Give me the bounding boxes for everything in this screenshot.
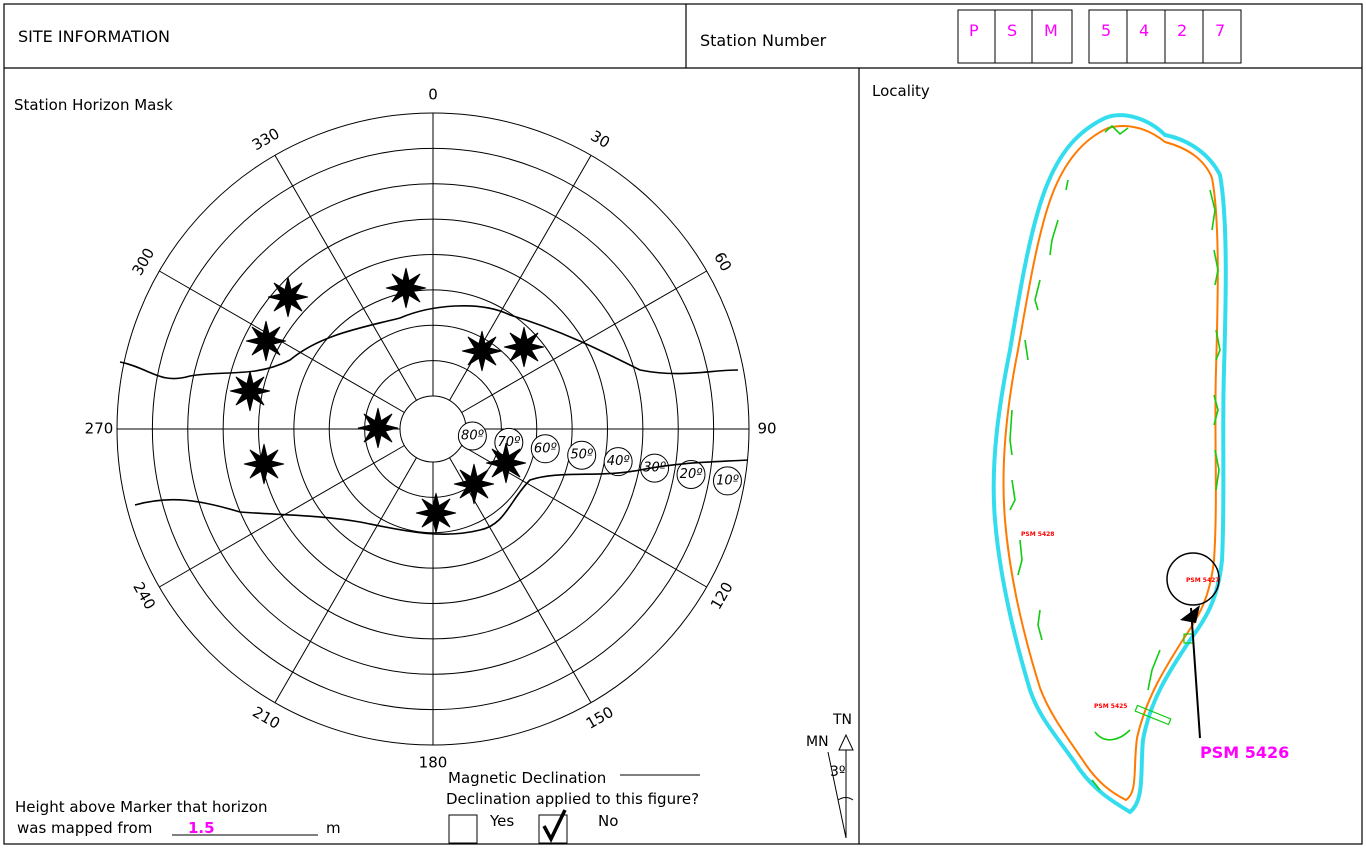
elevation-label: 10º	[712, 466, 742, 496]
tree-obstructions	[229, 267, 545, 534]
tree-icon	[229, 370, 271, 412]
station-digit: 5	[1101, 21, 1111, 40]
island-map	[991, 113, 1228, 815]
horizon-line-lower	[134, 459, 749, 535]
check-icon	[542, 809, 567, 843]
svg-text:80º: 80º	[461, 428, 484, 443]
mask-title: Station Horizon Mask	[14, 96, 173, 114]
locality-title: Locality	[872, 82, 930, 100]
mn-label: MN	[806, 734, 829, 750]
vegetation	[1009, 124, 1221, 791]
tree-icon	[385, 267, 427, 309]
azimuth-label: 300	[128, 245, 158, 279]
station-digit: 2	[1177, 21, 1187, 40]
magnetic-declination-label: Magnetic Declination	[448, 769, 606, 787]
azimuth-label: 210	[249, 703, 283, 733]
elevation-label: 50º	[567, 440, 597, 470]
svg-text:60º: 60º	[534, 441, 557, 456]
yes-label: Yes	[489, 812, 514, 830]
azimuth-label: 90	[757, 420, 776, 438]
azimuth-label: 150	[583, 703, 617, 733]
height-unit: m	[326, 819, 341, 837]
station-triangle-icon	[1180, 605, 1200, 623]
svg-text:20º: 20º	[680, 467, 703, 482]
elevation-label: 70º	[494, 427, 524, 457]
page-title: SITE INFORMATION	[18, 27, 170, 46]
height-line2: was mapped from	[17, 819, 152, 837]
no-label: No	[598, 812, 618, 830]
height-line1: Height above Marker that horizon	[15, 798, 268, 816]
azimuth-label: 240	[129, 579, 159, 613]
azimuth-label: 60	[710, 249, 735, 275]
polar-grid	[116, 112, 750, 746]
tree-icon	[453, 463, 495, 505]
tree-icon	[503, 326, 545, 368]
callout-label: PSM 5426	[1200, 743, 1289, 762]
station-digit: 7	[1215, 21, 1225, 40]
tn-label: TN	[832, 712, 852, 728]
azimuth-label: 120	[707, 579, 737, 613]
mark-label: PSM 5427	[1186, 577, 1219, 584]
elevation-ring	[399, 395, 467, 463]
azimuth-label: 0	[428, 86, 438, 104]
elevation-label: 80º	[457, 421, 487, 451]
svg-text:70º: 70º	[497, 435, 520, 450]
station-number-chars: P S M 5 4 2 7	[969, 21, 1225, 40]
mark-label: PSM 5428	[1021, 531, 1054, 538]
tree-icon	[245, 320, 287, 362]
tree-icon	[243, 443, 285, 485]
svg-text:50º: 50º	[570, 448, 593, 463]
station-number-boxes	[957, 9, 1242, 64]
svg-text:40º: 40º	[607, 454, 630, 469]
jetty	[1134, 704, 1172, 726]
station-letter: S	[1007, 21, 1017, 40]
elevation-labels: 80º 70º 60º 50º 40º 30º 20º 10º	[457, 421, 742, 496]
svg-text:10º: 10º	[716, 473, 739, 488]
elevation-label: 40º	[603, 447, 633, 477]
tree-icon	[357, 407, 399, 449]
mark-label: PSM 5425	[1094, 703, 1127, 710]
declination-angle: 3º	[830, 764, 846, 780]
azimuth-label: 30	[587, 127, 613, 152]
azimuth-spoke	[461, 270, 707, 413]
station-circle	[1166, 552, 1220, 606]
tree-icon	[461, 330, 503, 372]
yes-checkbox[interactable]	[448, 814, 478, 844]
tree-icon	[485, 442, 527, 484]
tree-icon	[267, 276, 309, 318]
elevation-label: 20º	[676, 459, 706, 489]
azimuth-label: 180	[419, 754, 448, 772]
height-value: 1.5	[188, 819, 215, 837]
callout-leader	[1190, 607, 1201, 739]
north-arrow	[827, 733, 854, 839]
station-number-label: Station Number	[700, 31, 827, 50]
azimuth-spoke	[449, 457, 592, 703]
azimuth-label: 330	[249, 124, 283, 154]
elevation-label: 60º	[530, 434, 560, 464]
frame	[3, 3, 1363, 845]
azimuth-spoke	[274, 155, 417, 401]
horizon-line-upper	[119, 305, 739, 380]
station-letter: P	[969, 21, 979, 40]
station-letter: M	[1044, 21, 1058, 40]
tree-icon	[415, 492, 457, 534]
azimuth-spoke	[274, 457, 417, 703]
declination-question: Declination applied to this figure?	[446, 790, 699, 808]
station-digit: 4	[1139, 21, 1149, 40]
azimuth-label: 270	[85, 420, 114, 438]
coastline-outer	[991, 113, 1228, 815]
azimuth-spoke	[159, 445, 405, 588]
